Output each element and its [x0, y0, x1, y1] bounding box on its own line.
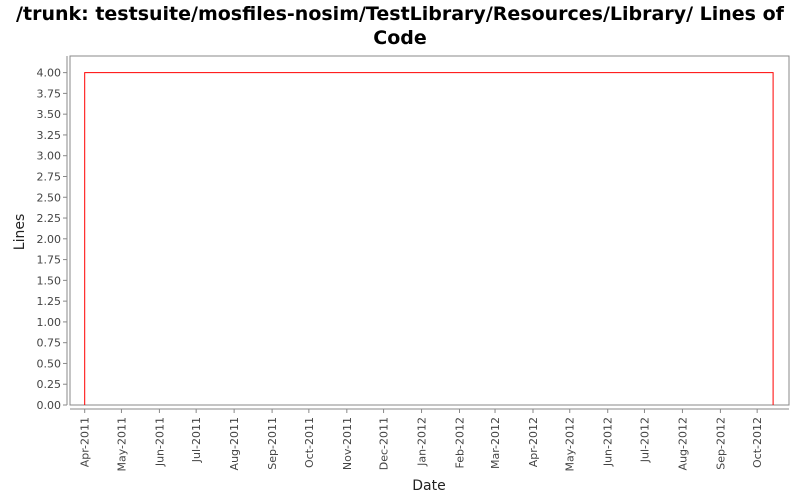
x-tick-label: Feb-2012	[454, 417, 467, 468]
x-tick-label: Mar-2012	[489, 417, 502, 469]
chart-title: /trunk: testsuite/mosfiles-nosim/TestLib…	[16, 3, 784, 49]
y-axis-label: Lines	[12, 214, 28, 250]
y-tick-label: 2.50	[37, 191, 62, 204]
y-tick-label: 1.75	[37, 254, 62, 267]
y-tick-label: 0.50	[37, 357, 62, 370]
x-tick-label: Nov-2011	[341, 417, 354, 470]
y-tick-label: 2.75	[37, 170, 62, 183]
x-tick-label: Apr-2012	[527, 417, 540, 467]
x-tick-label: Oct-2011	[303, 417, 316, 468]
x-tick-label: Jun-2011	[153, 417, 166, 467]
y-tick-label: 1.50	[37, 274, 62, 287]
y-tick-label: 1.00	[37, 316, 62, 329]
x-tick-label: May-2012	[564, 417, 577, 472]
y-tick-label: 2.25	[37, 212, 62, 225]
x-tick-label: Aug-2011	[228, 417, 241, 470]
x-tick-label: Aug-2012	[676, 417, 689, 470]
x-tick-label: Jul-2011	[190, 417, 203, 463]
plot-frame	[69, 55, 790, 406]
x-tick-label: Jun-2012	[602, 417, 615, 467]
x-axis-label: Date	[412, 478, 445, 494]
x-tick-label: Apr-2011	[79, 417, 92, 467]
y-tick-label: 0.75	[37, 337, 62, 350]
y-tick-label: 2.00	[37, 233, 62, 246]
x-tick-label: Jul-2012	[638, 417, 651, 463]
x-axis: Apr-2011 May-2011 Jun-2011 Jul-2011 Aug-2011…	[70, 408, 789, 472]
y-tick-label: 3.00	[37, 150, 62, 163]
y-tick-label: 0.25	[37, 378, 62, 391]
x-tick-label: Sep-2011	[266, 417, 279, 470]
x-tick-label: Oct-2012	[751, 417, 764, 468]
y-tick-label: 3.75	[37, 87, 62, 100]
x-tick-label: Dec-2011	[378, 417, 391, 470]
y-tick-label: 0.00	[37, 399, 62, 412]
x-tick-label: Jan-2012	[416, 417, 429, 467]
series-line	[84, 72, 774, 405]
y-tick-label: 3.25	[37, 129, 62, 142]
x-tick-label: May-2011	[115, 417, 128, 472]
y-tick-label: 1.25	[37, 295, 62, 308]
y-axis: 0.00 0.25 0.50 0.75 1.00 1.25 1.50 1.75 2.00 2.25…	[37, 56, 68, 412]
y-tick-label: 4.00	[37, 67, 62, 80]
y-tick-label: 3.50	[37, 108, 62, 121]
x-tick-label: Sep-2012	[714, 417, 727, 470]
